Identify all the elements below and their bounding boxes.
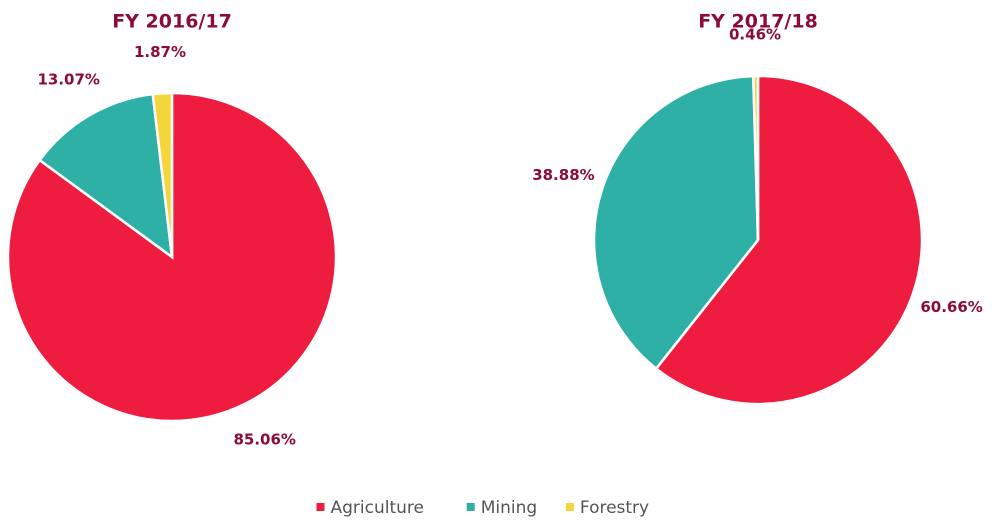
data-label: 60.66% <box>920 298 982 316</box>
pie-slice <box>592 74 760 371</box>
legend-swatch <box>466 503 475 511</box>
pie-slice <box>37 92 174 260</box>
legend-label: Forestry <box>580 498 649 518</box>
data-label: 0.46% <box>729 26 781 44</box>
legend-label: Agriculture <box>331 498 425 518</box>
data-label: 13.07% <box>37 70 99 88</box>
pie-slice <box>751 74 760 241</box>
chart-title: FY 2017/18 <box>698 11 818 33</box>
data-label: 1.87% <box>134 43 186 61</box>
data-label: 38.88% <box>532 166 594 184</box>
legend-swatch <box>316 503 325 511</box>
chart-title: FY 2016/17 <box>112 11 232 33</box>
legend-swatch <box>565 503 574 511</box>
legend: Agriculture Mining Forestry <box>316 498 649 518</box>
pie-slice <box>654 74 924 406</box>
legend-label: Mining <box>481 498 537 518</box>
pie-slice <box>151 91 174 258</box>
data-label: 85.06% <box>233 430 295 448</box>
